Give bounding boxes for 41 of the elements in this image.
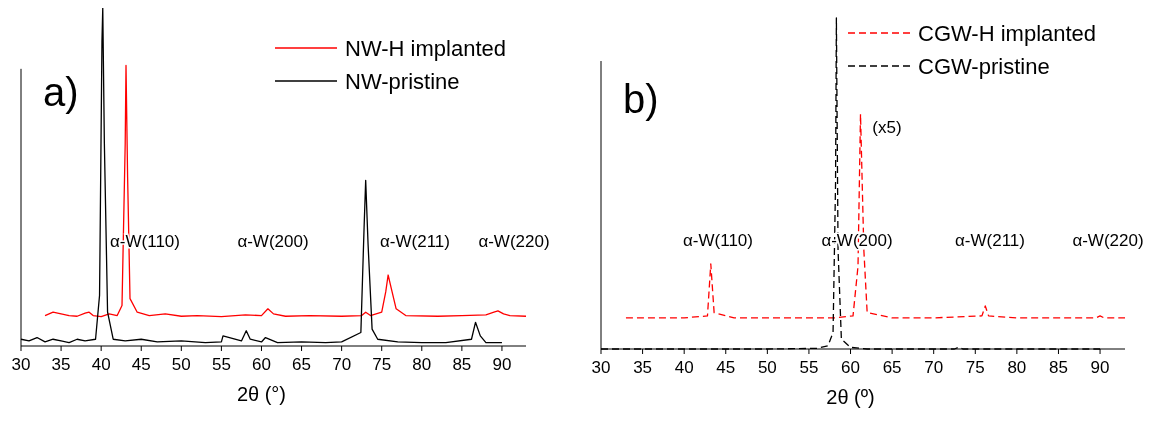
legend-label: NW-pristine <box>345 68 460 94</box>
x-tick-label: 75 <box>965 358 985 377</box>
x-tick-label: 60 <box>252 355 271 374</box>
annotation: α-W(220) <box>1072 230 1144 250</box>
x-tick-label: 90 <box>492 355 512 374</box>
x-tick-label: 35 <box>51 355 71 374</box>
annotation: α-W(200) <box>237 231 309 251</box>
annotation: (x5) <box>872 117 902 137</box>
x-tick-label: 45 <box>131 355 151 374</box>
annotation: a) <box>43 70 79 114</box>
x-tick-label: 45 <box>716 358 736 377</box>
annotation: α-W(220) <box>478 231 550 251</box>
x-tick-label: 40 <box>91 355 111 374</box>
annotation: α-W(211) <box>380 231 450 251</box>
x-tick-label: 65 <box>292 355 312 374</box>
x-tick-label: 65 <box>882 358 902 377</box>
x-tick-label: 85 <box>1049 358 1068 377</box>
x-tick-label: 50 <box>757 358 777 377</box>
annotation: α-W(211) <box>955 230 1025 250</box>
x-axis-title: 2θ (°) <box>236 383 287 405</box>
x-tick-label: 55 <box>799 358 819 377</box>
x-tick-label: 40 <box>674 358 694 377</box>
legend-label: CGW-H implanted <box>918 20 1097 46</box>
x-tick-label: 80 <box>1007 358 1027 377</box>
legend-label: CGW-pristine <box>918 53 1050 79</box>
x-tick-label: 90 <box>1090 358 1110 377</box>
x-tick-label: 60 <box>841 358 860 377</box>
x-tick-label: 80 <box>412 355 432 374</box>
x-tick-label: 70 <box>332 355 352 374</box>
annotation: b) <box>623 77 659 121</box>
x-tick-label: 30 <box>591 358 611 377</box>
x-tick-label: 85 <box>452 355 472 374</box>
x-tick-label: 50 <box>171 355 191 374</box>
x-tick-label: 55 <box>211 355 231 374</box>
x-tick-label: 70 <box>924 358 944 377</box>
x-tick-label: 75 <box>372 355 392 374</box>
annotation: α-W(110) <box>683 230 753 250</box>
x-tick-label: 30 <box>11 355 31 374</box>
legend-label: NW-H implanted <box>345 35 506 61</box>
x-tick-label: 35 <box>633 358 653 377</box>
x-axis-title: 2θ (º) <box>826 386 875 408</box>
